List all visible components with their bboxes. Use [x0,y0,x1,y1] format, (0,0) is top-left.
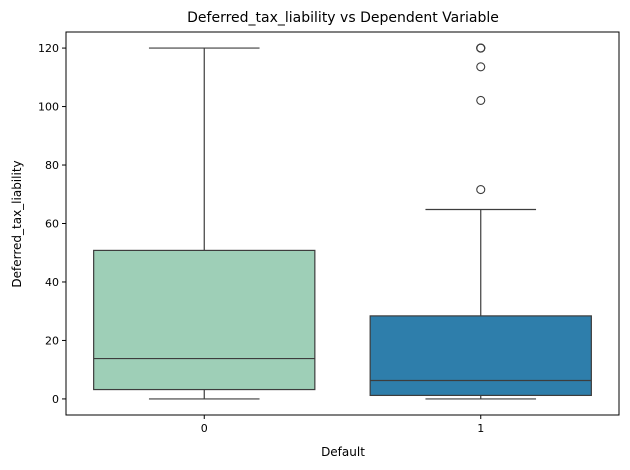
x-tick-label: 0 [201,422,208,435]
y-tick-label: 100 [38,101,59,114]
outlier-point [476,185,486,195]
y-tick-label: 120 [38,42,59,55]
y-tick-label: 20 [45,334,59,347]
x-axis-label: Default [321,445,365,459]
box-group-1 [369,43,592,400]
y-tick-label: 40 [45,276,59,289]
y-tick-label: 80 [45,159,59,172]
outlier-point [476,62,486,72]
outlier-point [476,95,486,105]
box-group-0 [93,47,316,400]
y-tick-label: 0 [52,393,59,406]
chart-title: Deferred_tax_liability vs Dependent Vari… [187,10,499,26]
iqr-box [369,315,592,397]
y-axis: 0 20 40 60 80 100 120 [38,42,66,406]
x-tick-label: 1 [477,422,484,435]
iqr-box [93,249,316,391]
y-axis-label: Deferred_tax_liability [10,160,24,287]
outlier-point [476,43,486,53]
y-tick-label: 60 [45,218,59,231]
boxes-layer [93,43,592,400]
